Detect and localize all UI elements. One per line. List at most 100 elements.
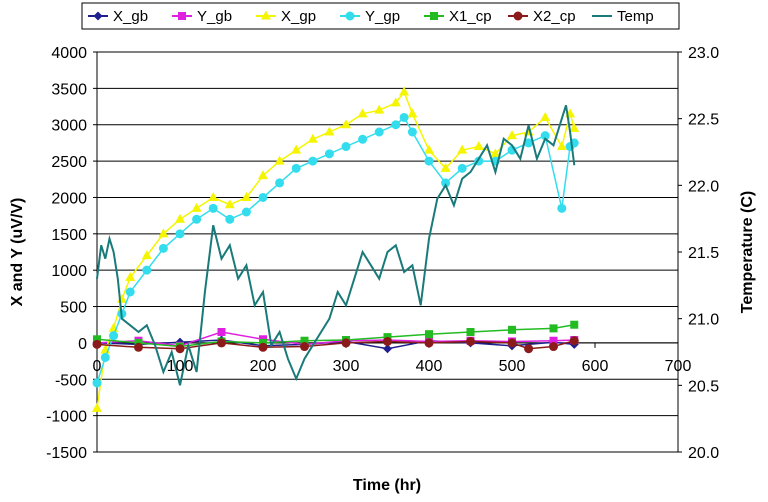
- data-point: [175, 213, 185, 223]
- y-tick-label: 500: [60, 300, 87, 317]
- y-tick-label: 3000: [51, 118, 87, 135]
- y2-tick-label: 20.0: [688, 445, 719, 462]
- y2-tick-label: 22.0: [688, 178, 719, 195]
- data-point: [549, 324, 558, 333]
- legend-marker: [513, 11, 523, 21]
- y-tick-label: 1500: [51, 227, 87, 244]
- y2-tick-label: 23.0: [688, 45, 719, 62]
- x-tick-label: 700: [665, 358, 692, 375]
- data-point: [556, 141, 567, 151]
- data-point: [466, 328, 475, 336]
- data-point: [341, 338, 351, 348]
- data-point: [383, 336, 392, 346]
- data-point: [390, 97, 401, 107]
- legend-label: X_gb: [113, 8, 148, 25]
- data-point: [208, 203, 218, 213]
- data-point: [399, 86, 410, 96]
- data-point: [241, 191, 252, 201]
- data-point: [341, 119, 351, 129]
- data-point: [217, 328, 226, 336]
- data-point: [407, 108, 418, 118]
- legend-entry: Y_gp: [340, 8, 400, 25]
- data-point: [424, 156, 434, 166]
- data-point: [258, 192, 268, 202]
- data-point: [307, 133, 318, 143]
- x-tick-label: 100: [167, 358, 194, 375]
- y2-tick-label: 21.0: [688, 312, 719, 329]
- legend-marker: [345, 11, 355, 21]
- data-point: [399, 112, 409, 122]
- y2-tick-label: 21.5: [688, 245, 719, 262]
- legend-label: X2_cp: [533, 8, 576, 25]
- data-point: [507, 130, 517, 140]
- legend-marker: [430, 12, 438, 20]
- data-point: [524, 344, 534, 354]
- legend: X_gb Y_gb X_gp Y_gp X1_cp X2_cp Temp: [81, 2, 680, 30]
- data-point: [217, 338, 226, 348]
- data-point: [357, 108, 368, 118]
- data-point: [549, 342, 558, 352]
- data-point: [300, 342, 309, 352]
- data-point: [441, 178, 451, 188]
- legend-entry: X2_cp: [508, 8, 576, 25]
- y-tick-label: -1500: [46, 445, 87, 462]
- legend-marker: [93, 11, 103, 21]
- data-point: [142, 265, 152, 275]
- data-point: [175, 229, 185, 239]
- data-point: [473, 141, 484, 151]
- data-point: [258, 342, 268, 352]
- legend-label: Temp: [617, 8, 654, 25]
- data-point: [457, 163, 467, 173]
- legend-entry: X1_cp: [424, 8, 492, 25]
- data-point: [424, 338, 434, 348]
- data-point: [300, 336, 309, 345]
- data-point: [93, 335, 101, 344]
- data-point: [274, 155, 285, 165]
- data-point: [175, 344, 185, 354]
- data-point: [457, 144, 468, 154]
- data-point: [158, 243, 168, 253]
- data-point: [407, 127, 417, 137]
- data-point: [540, 131, 550, 141]
- x-tick-label: 0: [93, 358, 102, 375]
- legend-entry: Temp: [592, 8, 654, 25]
- data-point: [383, 344, 392, 354]
- data-point: [100, 352, 110, 362]
- x-axis-title: Time (hr): [353, 477, 421, 494]
- x-tick-label: 400: [416, 358, 443, 375]
- data-point: [524, 138, 534, 148]
- data-point: [291, 163, 301, 173]
- data-point: [540, 111, 551, 121]
- series-line: [96, 105, 576, 386]
- gridlines: [97, 51, 678, 453]
- data-point: [141, 250, 152, 260]
- data-point: [291, 144, 302, 154]
- series-y-gp: [92, 112, 579, 388]
- legend-entry: X_gp: [256, 8, 316, 25]
- data-point: [134, 342, 143, 352]
- data-point: [191, 202, 202, 212]
- y-tick-label: -500: [55, 372, 87, 389]
- data-point: [192, 214, 202, 224]
- data-point: [324, 149, 334, 159]
- y-tick-label: 2000: [51, 190, 87, 207]
- y-tick-label: 4000: [51, 45, 87, 62]
- data-point: [507, 338, 517, 348]
- data-point: [225, 214, 235, 224]
- data-point: [158, 228, 169, 238]
- y-axis-title: X and Y (uV/V): [9, 198, 26, 307]
- y-tick-label: -1000: [46, 409, 87, 426]
- y2-tick-label: 20.5: [688, 378, 719, 395]
- x-tick-label: 200: [250, 358, 277, 375]
- data-point: [374, 127, 384, 137]
- legend-entry: Y_gb: [172, 8, 232, 25]
- y2-axis-title: Temperature (C): [739, 191, 756, 313]
- data-point: [424, 144, 434, 154]
- series-layer: [92, 86, 580, 412]
- data-point: [391, 120, 401, 130]
- data-point: [109, 331, 119, 341]
- legend-label: Y_gp: [365, 8, 400, 25]
- data-point: [569, 336, 579, 346]
- data-point: [308, 156, 318, 166]
